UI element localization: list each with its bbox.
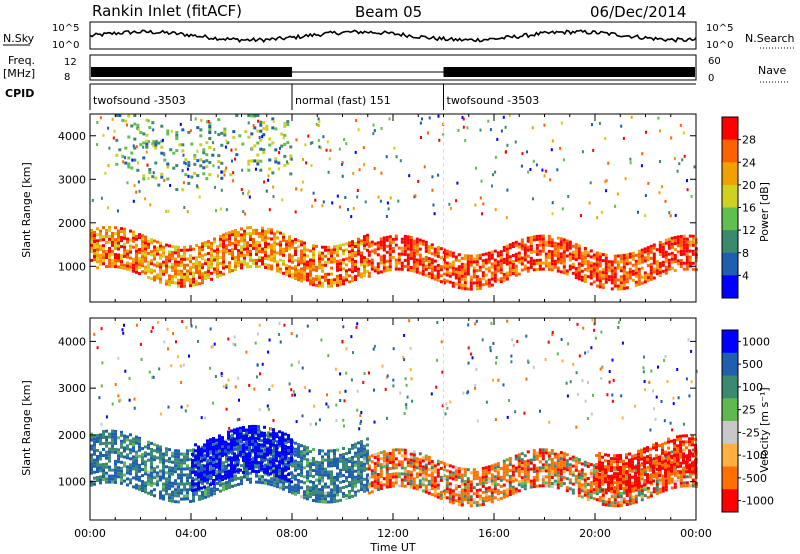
colorbar-swatch	[722, 207, 738, 231]
x-tick-label: 00:00	[680, 527, 712, 540]
station-title: Rankin Inlet (fitACF)	[92, 2, 242, 20]
noise-sky-line	[89, 29, 697, 43]
freq-unit-label: [MHz]	[3, 67, 35, 80]
cpid-segment-label: normal (fast) 151	[295, 94, 391, 107]
freq-tick-top: 12	[64, 57, 77, 68]
colorbar-swatch	[722, 162, 738, 186]
colorbar-swatch	[722, 352, 738, 376]
colorbar-swatch	[722, 230, 738, 254]
freq-tick-bottom: 8	[64, 72, 70, 83]
x-tick-label: 08:00	[276, 527, 308, 540]
x-tick-label: 00:00	[74, 527, 106, 540]
power-panel: 1000 2000 3000 4000	[58, 113, 698, 303]
power-colorbar-label: Power [dB]	[758, 182, 771, 242]
power-colorbar: 4 8 12 16 20 24 28	[721, 116, 756, 299]
freq-panel-frame	[89, 54, 697, 81]
y-tick-label: 4000	[58, 130, 86, 143]
colorbar-frame	[721, 329, 739, 513]
velocity-colorbar: 1000 500 100 25 -25 -100 -500 -1000	[721, 329, 774, 513]
y-tick-label: 1000	[58, 260, 86, 273]
noise-panel-frame	[89, 21, 697, 50]
noise-tick-right-bottom: 10^0	[706, 40, 733, 51]
colorbar-swatch	[722, 330, 738, 354]
colorbar-tick-label: 500	[742, 358, 763, 371]
y-tick-label: 1000	[58, 476, 86, 489]
y-tick-label: 3000	[58, 173, 86, 186]
date-title: 06/Dec/2014	[590, 3, 686, 21]
cpid-segment-label: twofsound -3503	[447, 94, 540, 107]
colorbar-tick-label: 20	[742, 179, 756, 192]
nave-label: Nave	[758, 64, 786, 77]
noise-tick-left-top: 10^5	[52, 23, 79, 34]
x-tick-label: 16:00	[478, 527, 510, 540]
noise-trace	[89, 29, 697, 43]
noise-tick-left-bottom: 10^0	[52, 40, 79, 51]
y-tick-label: 2000	[58, 217, 86, 230]
nsearch-label: N.Search	[745, 32, 795, 45]
colorbar-tick-label: -500	[742, 472, 767, 485]
nave-tick-bottom: 0	[708, 73, 714, 84]
colorbar-tick-label: -1000	[742, 495, 774, 508]
colorbar-tick-label: 100	[742, 381, 763, 394]
cpid-row: twofsound -3503 normal (fast) 151 twofsoun…	[89, 83, 696, 110]
velocity-panel: 1000 2000 3000 4000	[58, 317, 698, 521]
velocity-y-axis-label: Slant Range [km]	[20, 380, 33, 476]
x-tick-label: 12:00	[377, 527, 409, 540]
nave-tick-top: 60	[708, 56, 721, 67]
cpid-label: CPID	[5, 87, 34, 100]
colorbar-tick-label: -100	[742, 449, 767, 462]
colorbar-swatch	[722, 275, 738, 299]
y-tick-label: 2000	[58, 429, 86, 442]
x-axis-label: Time UT	[369, 541, 415, 554]
echo-cells	[90, 318, 698, 508]
nsky-label: N.Sky	[3, 32, 35, 45]
y-tick-label: 4000	[58, 335, 86, 348]
beam-title: Beam 05	[355, 3, 422, 21]
power-y-axis-label: Slant Range [km]	[20, 162, 33, 258]
colorbar-swatch	[722, 117, 738, 141]
colorbar-swatch	[722, 421, 738, 445]
echo-cells	[90, 114, 698, 291]
colorbar-swatch	[722, 375, 738, 399]
colorbar-tick-label: 8	[742, 247, 749, 260]
colorbar-swatch	[722, 398, 738, 422]
x-tick-label: 04:00	[175, 527, 207, 540]
colorbar-swatch	[722, 443, 738, 467]
x-tick-labels: 00:00 04:00 08:00 12:00 16:00 20:00 00:00	[74, 527, 712, 540]
colorbar-tick-label: 28	[742, 134, 756, 147]
x-tick-label: 20:00	[579, 527, 611, 540]
colorbar-tick-label: 16	[742, 202, 756, 215]
cpid-segment-label: twofsound -3503	[93, 94, 186, 107]
freq-trace	[91, 67, 695, 77]
colorbar-swatch	[722, 184, 738, 208]
y-tick-label: 3000	[58, 382, 86, 395]
colorbar-swatch	[722, 489, 738, 513]
velocity-colorbar-label: Velocity [m s⁻¹]	[758, 387, 771, 472]
colorbar-swatch	[722, 252, 738, 276]
colorbar-tick-label: 12	[742, 224, 756, 237]
noise-tick-right-top: 10^5	[706, 23, 733, 34]
colorbar-swatch	[722, 139, 738, 163]
colorbar-tick-label: -25	[742, 426, 760, 439]
freq-label: Freq.	[8, 54, 35, 67]
colorbar-tick-label: 1000	[742, 335, 770, 348]
colorbar-tick-label: 4	[742, 269, 749, 282]
colorbar-swatch	[722, 466, 738, 490]
colorbar-tick-label: 24	[742, 156, 756, 169]
colorbar-tick-label: 25	[742, 404, 756, 417]
